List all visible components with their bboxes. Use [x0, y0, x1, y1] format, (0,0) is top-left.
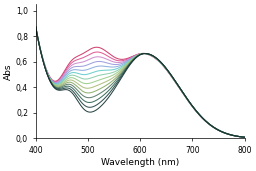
- Y-axis label: Abs: Abs: [4, 63, 13, 80]
- X-axis label: Wavelength (nm): Wavelength (nm): [101, 158, 179, 167]
